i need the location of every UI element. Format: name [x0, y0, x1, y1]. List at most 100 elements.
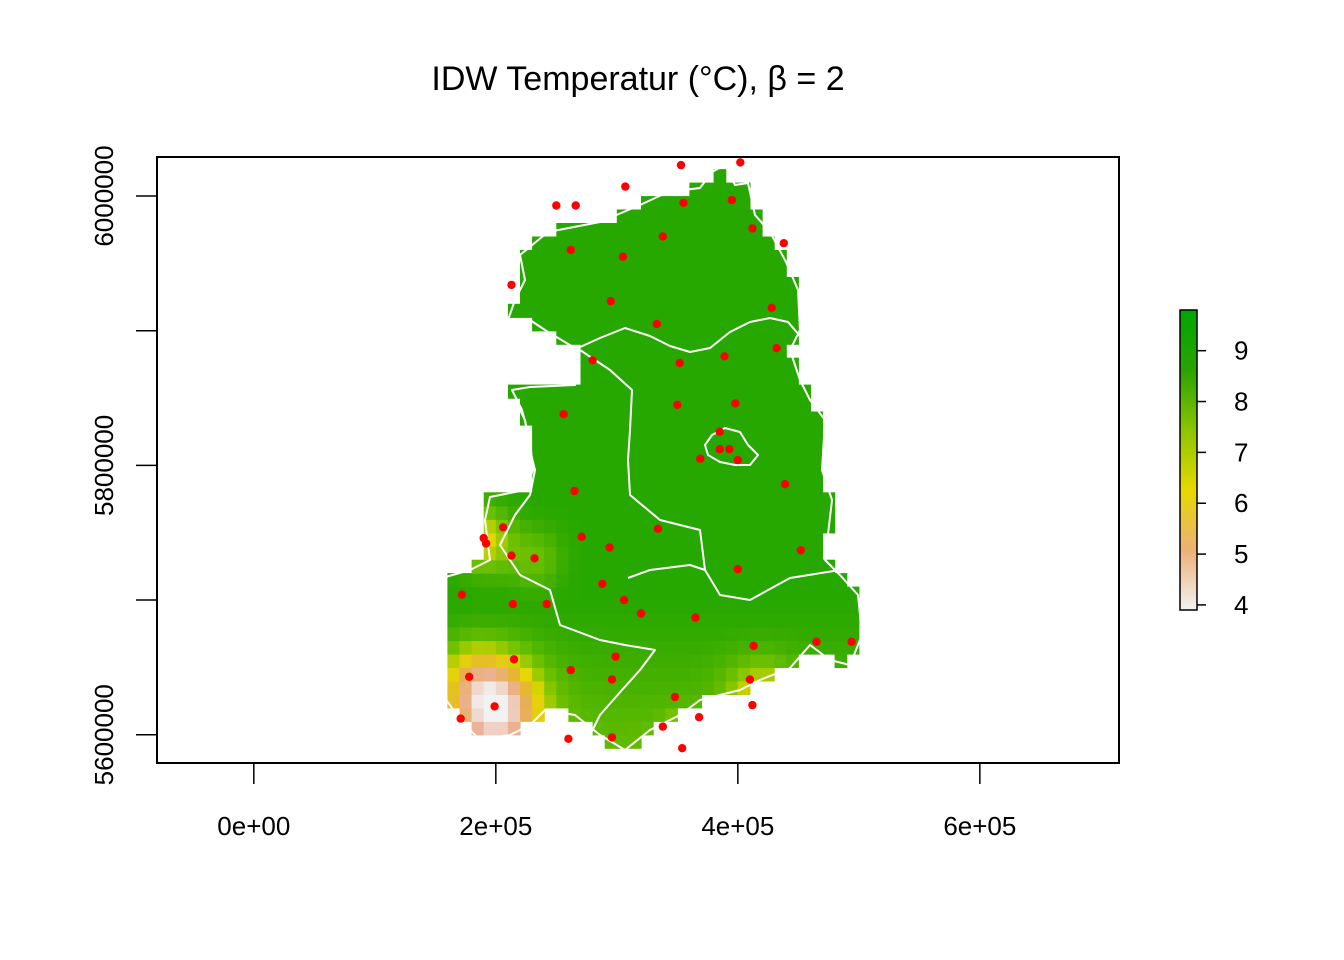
raster-cell [532, 559, 545, 574]
raster-cell [495, 721, 509, 736]
raster-cell [580, 290, 594, 305]
raster-cell [532, 438, 545, 453]
raster-cell [507, 573, 521, 588]
station-point [675, 358, 684, 368]
raster-cell [532, 411, 545, 426]
raster-cell [762, 640, 775, 655]
raster-cell [641, 223, 654, 238]
raster-cell [592, 425, 606, 440]
y-axis: 5600000 5800000 6000000 [89, 145, 158, 785]
raster-cell [556, 640, 569, 655]
raster-cell [713, 505, 727, 520]
legend-tick-label: 8 [1234, 387, 1248, 417]
raster-cell [580, 653, 594, 668]
raster-cell [749, 384, 763, 399]
raster-cell [822, 492, 836, 507]
raster-cell [532, 505, 545, 520]
raster-cell [556, 236, 569, 251]
raster-cell [495, 613, 509, 628]
raster-cell [495, 640, 509, 655]
raster-cell [677, 263, 690, 278]
raster-cell [701, 398, 715, 413]
raster-cell [628, 586, 642, 601]
raster-cell [641, 478, 654, 493]
raster-cell [725, 223, 739, 238]
station-point [733, 455, 742, 465]
raster-cell [774, 532, 787, 547]
raster-cell [532, 532, 545, 547]
raster-cell [544, 640, 557, 655]
raster-cell [532, 640, 545, 655]
raster-cell [665, 505, 678, 520]
raster-cell [701, 384, 715, 399]
raster-cell [471, 600, 485, 615]
raster-cell [737, 263, 751, 278]
raster-cell [677, 276, 690, 291]
raster-cell [762, 559, 775, 574]
raster-cell [544, 438, 557, 453]
station-point [731, 399, 740, 408]
raster-cell [471, 573, 485, 588]
raster-cell [532, 694, 545, 709]
raster-cell [604, 505, 618, 520]
raster-cell [689, 303, 703, 318]
raster-cell [737, 249, 751, 264]
station-point [607, 733, 617, 742]
station-point [619, 595, 629, 605]
station-point [598, 579, 607, 589]
raster-cell [616, 667, 630, 682]
raster-cell [822, 573, 836, 588]
raster-cell [628, 411, 642, 426]
border-west [499, 399, 536, 576]
raster-cell [604, 344, 618, 359]
raster-cell [798, 586, 811, 601]
raster-cell [701, 640, 715, 655]
raster-cell [749, 559, 763, 574]
raster-cell [725, 627, 739, 642]
raster-cell [786, 276, 799, 291]
station-point [691, 613, 700, 622]
raster-cell [689, 667, 703, 682]
raster-cell [459, 627, 473, 642]
raster-cell [556, 276, 569, 291]
raster-cell [592, 290, 606, 305]
raster-cell [737, 344, 751, 359]
x-tick-label: 4e+05 [701, 811, 774, 841]
raster-cell [592, 384, 606, 399]
raster-cell [641, 573, 654, 588]
raster-cell [628, 653, 642, 668]
raster-cell [798, 532, 811, 547]
raster-cell [810, 600, 824, 615]
raster-cell [786, 478, 799, 493]
raster-cell [701, 478, 715, 493]
raster-cell [798, 438, 811, 453]
raster-cell [689, 398, 703, 413]
raster-cell [568, 303, 582, 318]
raster-cell [604, 425, 618, 440]
raster-cell [701, 209, 715, 224]
raster-cell [604, 303, 618, 318]
raster-cell [556, 249, 569, 264]
raster-cell [628, 532, 642, 547]
raster-cell [665, 532, 678, 547]
raster-cell [628, 478, 642, 493]
raster-cell [701, 653, 715, 668]
raster-cell [737, 640, 751, 655]
raster-cell [604, 411, 618, 426]
raster-cell [628, 317, 642, 332]
raster-cell [520, 627, 533, 642]
raster-cell [713, 182, 727, 197]
raster-cell [810, 519, 824, 534]
raster-cell [701, 196, 715, 211]
raster-cell [713, 546, 727, 561]
raster-cell [689, 411, 703, 426]
raster-cell [725, 182, 739, 197]
raster-cell [653, 707, 666, 722]
legend-tick-label: 5 [1234, 539, 1248, 569]
raster-cell [737, 384, 751, 399]
raster-cell [507, 627, 521, 642]
raster-cell [616, 330, 630, 345]
station-point [749, 641, 758, 650]
raster-cell [774, 303, 787, 318]
raster-cell [580, 223, 594, 238]
